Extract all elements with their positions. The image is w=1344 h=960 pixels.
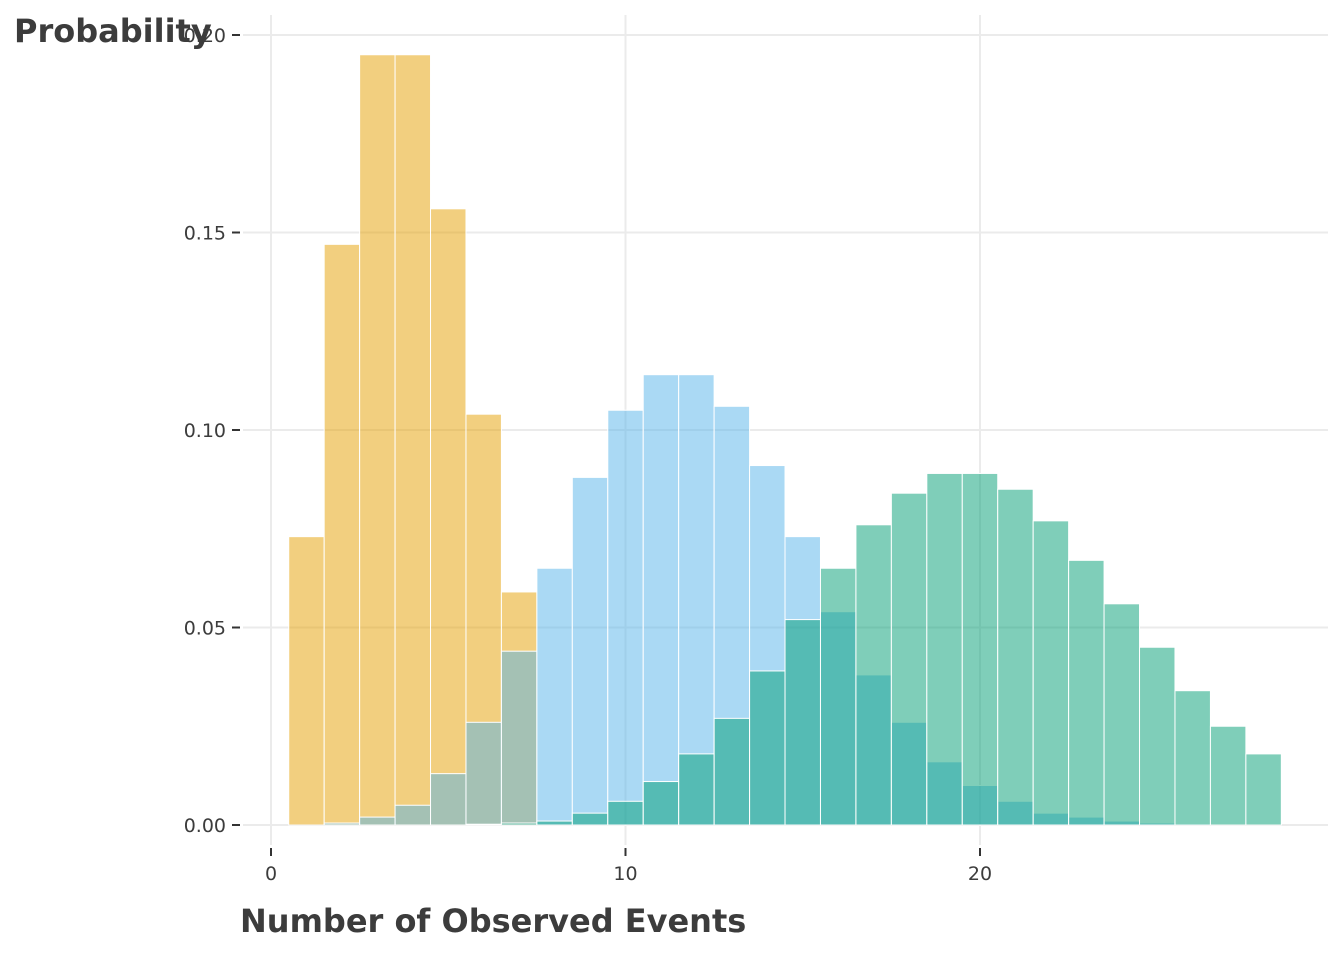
histogram-bar xyxy=(394,804,432,826)
x-tick-label: 20 xyxy=(968,863,992,885)
histogram-bar xyxy=(1174,690,1211,826)
histogram-bar xyxy=(1209,725,1247,826)
histogram-bar xyxy=(784,619,821,826)
histogram-bar xyxy=(642,781,680,826)
histogram-bar xyxy=(749,670,786,826)
y-tick-label: 0.10 xyxy=(184,420,226,442)
histogram-bar xyxy=(1068,559,1105,826)
histogram-bar xyxy=(500,822,538,826)
x-tick-label: 0 xyxy=(265,863,277,885)
histogram-bar xyxy=(430,773,467,826)
histogram-bar xyxy=(536,820,573,826)
histogram-bar xyxy=(1245,753,1282,826)
x-tick-label: 10 xyxy=(613,863,637,885)
histogram-bar xyxy=(536,567,573,826)
histogram-bars xyxy=(288,54,1282,826)
histogram-bar xyxy=(678,753,715,826)
histogram-bar xyxy=(926,472,963,826)
histogram-bar xyxy=(607,800,644,826)
histogram-bar xyxy=(500,650,538,826)
y-tick-label: 0.05 xyxy=(184,618,226,640)
histogram-bar xyxy=(819,567,857,826)
histogram-bar xyxy=(430,208,467,826)
y-tick-label: 0.20 xyxy=(184,25,226,47)
y-axis-title: Probability xyxy=(14,12,212,50)
histogram-bar xyxy=(465,721,502,826)
histogram-bar xyxy=(642,374,680,826)
histogram-bar xyxy=(288,536,325,826)
histogram-bar xyxy=(607,409,644,826)
histogram-bar xyxy=(997,488,1034,826)
histogram-bar xyxy=(323,243,361,826)
histogram-bar xyxy=(890,492,928,826)
histogram-bar xyxy=(394,54,432,826)
histogram-bar xyxy=(323,822,361,826)
histogram-bar xyxy=(855,524,892,826)
y-tick-label: 0.00 xyxy=(184,815,226,837)
histogram-bar xyxy=(359,816,396,826)
histogram-bar xyxy=(1103,603,1141,826)
histogram-bar xyxy=(571,812,609,826)
histogram-bar xyxy=(359,54,396,826)
axes: 0.00 0.05 0.10 0.15 0.20 0 10 20 xyxy=(184,25,992,885)
histogram-bar xyxy=(1139,646,1176,826)
histogram-bar xyxy=(1032,520,1070,826)
y-tick-label: 0.15 xyxy=(184,223,226,245)
x-axis-title: Number of Observed Events xyxy=(240,902,746,940)
histogram-bar xyxy=(713,717,751,826)
histogram-bar xyxy=(961,472,999,826)
histogram-bar xyxy=(571,476,609,826)
histogram-bar xyxy=(465,823,502,826)
